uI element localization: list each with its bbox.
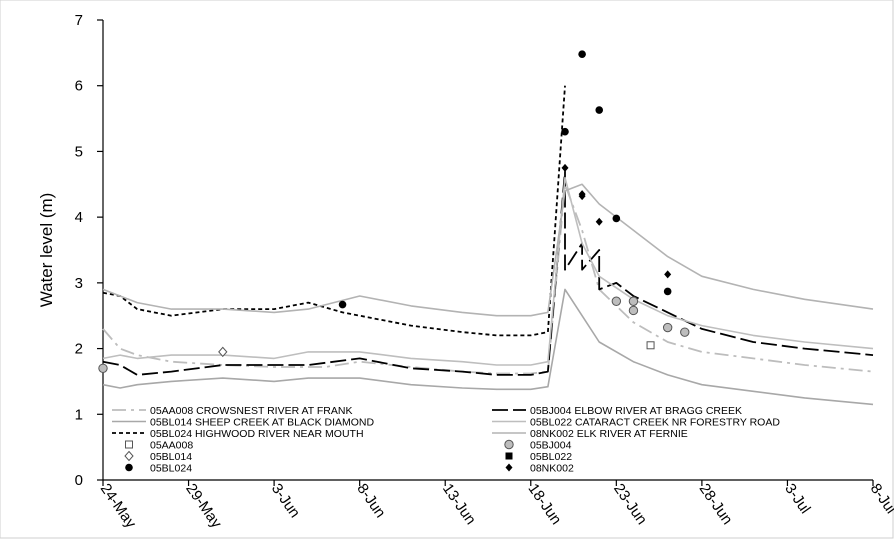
series-line xyxy=(102,288,874,406)
legend-label: 05BL024 xyxy=(150,463,192,475)
legend-label: 05BL022 CATARACT CREEK NR FORESTRY ROAD xyxy=(530,417,780,429)
series-lines xyxy=(102,85,874,406)
data-point xyxy=(664,270,672,279)
y-axis-ticks: 0 1 2 3 4 5 6 7 xyxy=(75,12,103,489)
data-point xyxy=(628,305,639,316)
data-point xyxy=(218,346,228,358)
y-tick-label: 0 xyxy=(75,472,83,489)
data-point xyxy=(612,214,621,223)
legend-label: 08NK002 ELK RIVER AT FERNIE xyxy=(530,428,688,440)
data-point xyxy=(578,50,586,58)
y-tick-label: 5 xyxy=(75,143,83,160)
data-point xyxy=(338,300,347,309)
legend-label: 05AA008 xyxy=(150,440,193,452)
legend-label: 05BJ004 ELBOW RIVER AT BRAGG CREEK xyxy=(530,405,742,417)
legend-marker-swatch xyxy=(124,450,134,462)
legend-marker-swatch xyxy=(125,463,133,472)
legend-label: 05BL024 HIGHWOOD RIVER NEAR MOUTH xyxy=(150,428,364,440)
legend-label: 05AA008 CROWSNEST RIVER AT FRANK xyxy=(150,405,352,417)
data-point xyxy=(646,341,655,350)
y-tick-label: 1 xyxy=(75,406,83,423)
series-line xyxy=(102,183,874,317)
legend: 05AA008 CROWSNEST RIVER AT FRANK 05BJ004 … xyxy=(112,405,780,475)
y-tick-label: 2 xyxy=(75,341,83,358)
series-line xyxy=(102,85,566,337)
y-tick-label: 3 xyxy=(75,275,83,292)
legend-label: 05BL022 xyxy=(530,451,572,463)
legend-marker-swatch xyxy=(504,439,514,450)
data-point xyxy=(98,363,108,373)
legend-label: 05BJ004 xyxy=(530,440,572,452)
y-tick-label: 6 xyxy=(75,78,83,95)
legend-label: 08NK002 xyxy=(530,463,574,475)
data-point xyxy=(662,322,673,333)
legend-label: 05BL014 SHEEP CREEK AT BLACK DIAMOND xyxy=(150,417,375,429)
y-axis-label: Water level (m) xyxy=(37,193,56,308)
data-point xyxy=(561,163,569,172)
data-point xyxy=(628,296,639,306)
legend-marker-swatch xyxy=(505,452,513,460)
data-point xyxy=(595,106,604,114)
data-point xyxy=(611,296,622,306)
data-point xyxy=(680,327,690,337)
legend-label: 05BL014 xyxy=(150,451,192,463)
series-line xyxy=(102,176,874,366)
y-tick-label: 4 xyxy=(75,209,83,226)
data-point xyxy=(561,127,569,136)
legend-marker-swatch xyxy=(505,463,513,472)
data-point xyxy=(595,217,603,226)
data-point xyxy=(578,192,586,201)
series-points xyxy=(98,50,690,373)
y-tick-label: 7 xyxy=(75,12,83,29)
legend-marker-swatch xyxy=(125,440,133,449)
data-point xyxy=(663,287,672,296)
